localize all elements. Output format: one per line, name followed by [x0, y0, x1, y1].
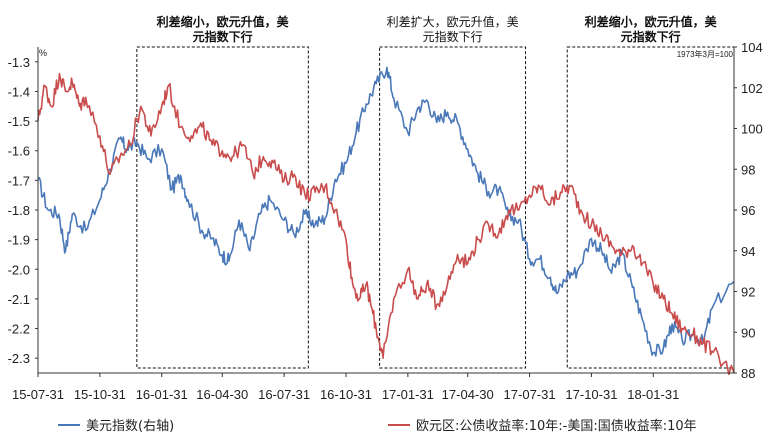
x-tick-label: 16-01-31 — [136, 387, 188, 402]
left-tick-label: -1.3 — [8, 55, 30, 70]
x-tick-label: 17-07-31 — [504, 387, 556, 402]
left-tick-label: -1.6 — [8, 144, 30, 159]
left-tick-label: -1.5 — [8, 114, 30, 129]
x-tick-label: 16-07-31 — [258, 387, 310, 402]
annotation-text-2-line2: 元指数下行 — [423, 29, 483, 44]
right-tick-label: 94 — [741, 244, 755, 259]
legend-label-1: 美元指数(右轴) — [86, 419, 174, 434]
annotation-text-1-line2: 元指数下行 — [193, 29, 253, 44]
annotation-text-3-line1: 利差缩小，欧元升值，美 — [585, 14, 718, 29]
x-tick-label: 16-10-31 — [320, 387, 372, 402]
right-tick-label: 92 — [741, 285, 755, 300]
left-tick-label: -2.3 — [8, 351, 30, 366]
annotation-text-2-line1: 利差扩大，欧元升值，美 — [387, 14, 519, 29]
x-tick-label: 17-10-31 — [565, 387, 617, 402]
right-tick-label: 96 — [741, 203, 755, 218]
annotation-text-1-line1: 利差缩小，欧元升值，美 — [157, 14, 290, 29]
x-tick-label: 16-04-30 — [196, 387, 248, 402]
legend: 美元指数(右轴) 欧元区:公债收益率:10年:-美国:国债收益率:10年 — [58, 418, 697, 434]
left-tick-label: -2.2 — [8, 322, 30, 337]
annotation-box-1 — [136, 46, 309, 369]
left-tick-label: -2.0 — [8, 262, 30, 277]
left-tick-label: -1.8 — [8, 203, 30, 218]
series-line-2 — [37, 72, 735, 376]
axes-layer: -1.3 -1.4 -1.5 -1.6 -1.7 -1.8 -1.9 -2.0 -2.1 -2.2… — [8, 40, 763, 402]
x-tick-label: 18-01-31 — [627, 387, 679, 402]
right-tick-label: 98 — [741, 162, 755, 177]
left-tick-label: -1.9 — [8, 233, 30, 248]
annotation-box-2 — [379, 46, 527, 369]
x-tick-label: 17-04-30 — [442, 387, 494, 402]
right-tick-label: 104 — [741, 40, 763, 55]
series-line-1 — [37, 66, 735, 357]
annotation-text-3-line2: 元指数下行 — [621, 29, 681, 44]
x-tick-label: 15-10-31 — [74, 387, 126, 402]
right-tick-label: 90 — [741, 325, 755, 340]
right-axis-unit: 1973年3月=100 — [677, 49, 734, 59]
x-tick-label: 17-01-31 — [382, 387, 434, 402]
right-tick-label: 102 — [741, 81, 763, 96]
series-layer — [37, 66, 735, 376]
right-tick-label: 100 — [741, 122, 763, 137]
left-tick-label: -2.1 — [8, 292, 30, 307]
left-tick-label: -1.7 — [8, 173, 30, 188]
left-tick-label: -1.4 — [8, 84, 30, 99]
x-tick-label: 15-07-31 — [12, 387, 64, 402]
legend-label-2: 欧元区:公债收益率:10年:-美国:国债收益率:10年 — [416, 418, 697, 434]
right-tick-label: 88 — [741, 366, 755, 381]
left-axis-unit: % — [39, 48, 47, 58]
annotation-layer: 利差缩小，欧元升值，美元指数下行利差扩大，欧元升值，美元指数下行利差缩小，欧元升… — [136, 14, 735, 369]
